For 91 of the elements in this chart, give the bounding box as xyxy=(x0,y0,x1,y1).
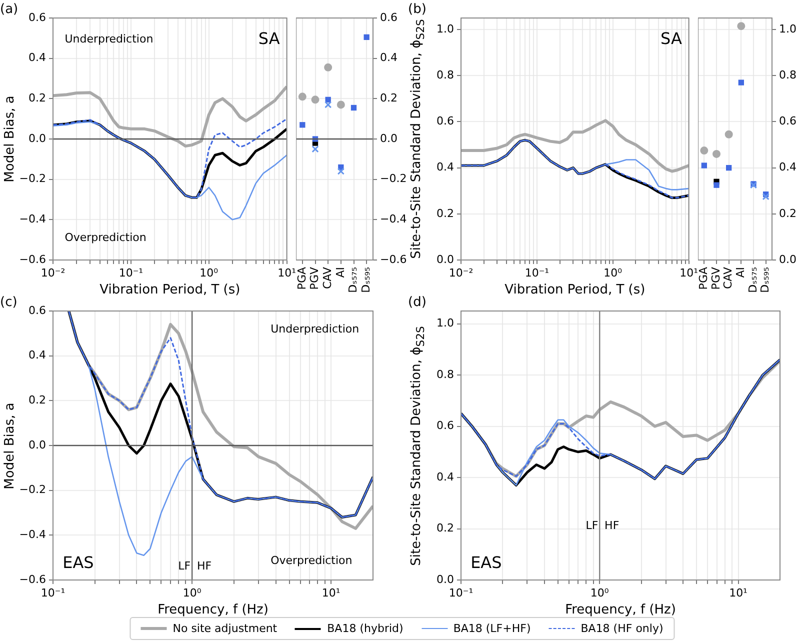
y-tick-label: 0.0 xyxy=(436,252,454,266)
y2-tick-label: 0.6 xyxy=(779,114,796,128)
x-tick-label: AI xyxy=(734,267,748,278)
annotation: SA xyxy=(660,28,682,48)
x-axis-title: Frequency, f (Hz) xyxy=(158,602,268,618)
annotation: LF xyxy=(178,559,191,572)
y2-tick-label: −0.4 xyxy=(380,212,407,226)
x-tick-label: 10⁻² xyxy=(448,266,474,280)
x-tick-label: 10⁻¹ xyxy=(118,266,144,280)
x-tick-label: AI xyxy=(334,267,347,278)
x-tick-label: 10¹ xyxy=(729,586,748,600)
annotation: Overprediction xyxy=(64,231,146,244)
annotation: EAS xyxy=(62,553,94,572)
y-tick-label: 0.6 xyxy=(28,304,46,317)
annotation: Underprediction xyxy=(64,32,154,46)
annotation: HF xyxy=(197,559,212,572)
y2-tick-label: −0.6 xyxy=(380,252,407,266)
chart-title: (d) xyxy=(408,295,426,310)
x-tick-label: 10⁰ xyxy=(590,586,610,600)
y-tick-label: 0.4 xyxy=(436,470,454,484)
x-tick-label: CAV xyxy=(722,266,735,290)
x-axis-title: Vibration Period, T (s) xyxy=(504,282,646,298)
y-tick-label: 0.6 xyxy=(28,10,46,24)
x-tick-label: PGV xyxy=(709,266,722,290)
y-tick-label: 0.0 xyxy=(28,438,46,452)
y2-tick-label: 1.0 xyxy=(779,22,796,36)
y2-tick-label: −0.2 xyxy=(380,172,407,186)
y-tick-label: 0.2 xyxy=(28,92,46,105)
y-tick-label: 0.2 xyxy=(436,206,454,220)
annotation: EAS xyxy=(470,553,502,572)
y-tick-label: 0.6 xyxy=(436,114,454,128)
legend-label: No site adjustment xyxy=(172,622,278,635)
y2-tick-label: 0.8 xyxy=(779,68,796,82)
legend-label: BA18 (HF only) xyxy=(580,622,664,635)
legend-label: BA18 (hybrid) xyxy=(327,622,404,635)
x-tick-label: Dₛ₅₇₅ xyxy=(746,267,760,293)
x-tick-label: 10⁰ xyxy=(200,266,219,280)
x-tick-label: Dₛ₅₇₅ xyxy=(346,267,360,293)
annotation: SA xyxy=(258,28,280,48)
y-tick-label: −0.2 xyxy=(19,483,46,496)
y-axis-title: Model Bias, a xyxy=(2,402,18,489)
x-tick-label: Dₛ₅₉₅ xyxy=(758,267,772,293)
x-tick-label: 10⁰ xyxy=(182,586,202,600)
x-tick-label: 10⁻¹ xyxy=(40,586,66,600)
chart-title: (c) xyxy=(0,295,18,310)
y-tick-label: 0.8 xyxy=(436,68,454,82)
y-tick-label: 0.4 xyxy=(436,160,454,174)
legend-label: BA18 (LF+HF) xyxy=(453,622,531,635)
y-tick-label: −0.4 xyxy=(19,528,46,542)
y2-tick-label: 0.4 xyxy=(380,51,398,64)
x-tick-label: PGV xyxy=(308,266,322,290)
y2-tick-label: 0.6 xyxy=(380,10,398,24)
y-tick-label: 0.8 xyxy=(436,368,454,381)
x-tick-label: CAV xyxy=(320,266,334,290)
y-tick-label: −0.6 xyxy=(19,572,46,586)
y2-tick-label: 0.0 xyxy=(380,132,398,145)
y-axis-title: Model Bias, a xyxy=(2,96,18,182)
y-tick-label: 0.0 xyxy=(28,132,46,145)
y-tick-label: −0.6 xyxy=(19,252,46,266)
annotation: Overprediction xyxy=(270,554,352,568)
x-tick-label: 10¹ xyxy=(278,266,296,280)
y-tick-label: 0.6 xyxy=(436,419,454,432)
y-tick-label: 0.4 xyxy=(28,348,46,362)
annotation: LF xyxy=(586,519,598,532)
y-tick-label: 0.2 xyxy=(436,522,454,535)
chart-title: (b) xyxy=(408,2,426,17)
x-tick-label: 10⁰ xyxy=(604,266,623,280)
y2-tick-label: 0.2 xyxy=(380,92,398,105)
x-tick-label: 10⁻¹ xyxy=(448,586,474,600)
x-tick-label: 10¹ xyxy=(322,586,340,600)
y-tick-label: −0.4 xyxy=(19,212,46,226)
x-tick-label: PGA xyxy=(697,266,710,290)
x-tick-label: Dₛ₅₉₅ xyxy=(359,267,372,293)
y-tick-label: 1.0 xyxy=(436,316,454,330)
y2-tick-label: 0.0 xyxy=(779,252,796,266)
x-tick-label: PGA xyxy=(295,266,308,290)
y-tick-label: 0.4 xyxy=(28,51,46,64)
y-tick-label: −0.2 xyxy=(19,172,46,186)
x-axis-title: Vibration Period, T (s) xyxy=(100,282,240,298)
x-axis-title: Frequency, f (Hz) xyxy=(565,602,676,618)
chart-title: (a) xyxy=(0,2,18,17)
annotation: HF xyxy=(604,519,620,532)
y2-tick-label: 0.4 xyxy=(779,160,796,174)
y-tick-label: 1.0 xyxy=(436,22,454,36)
x-tick-label: 10¹ xyxy=(680,266,698,280)
y-tick-label: 0.2 xyxy=(28,394,46,407)
y2-tick-label: 0.2 xyxy=(779,206,796,220)
y-tick-label: 0.0 xyxy=(436,572,454,586)
annotation: Underprediction xyxy=(270,322,360,336)
x-tick-label: 10⁻¹ xyxy=(524,266,550,280)
x-tick-label: 10⁻² xyxy=(40,266,66,280)
